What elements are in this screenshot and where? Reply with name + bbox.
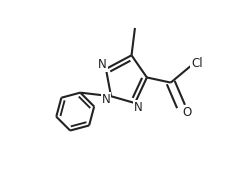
Text: Cl: Cl	[191, 57, 203, 70]
Text: N: N	[134, 101, 143, 114]
Text: N: N	[98, 58, 107, 71]
Text: O: O	[182, 106, 192, 119]
Text: N: N	[102, 93, 110, 106]
